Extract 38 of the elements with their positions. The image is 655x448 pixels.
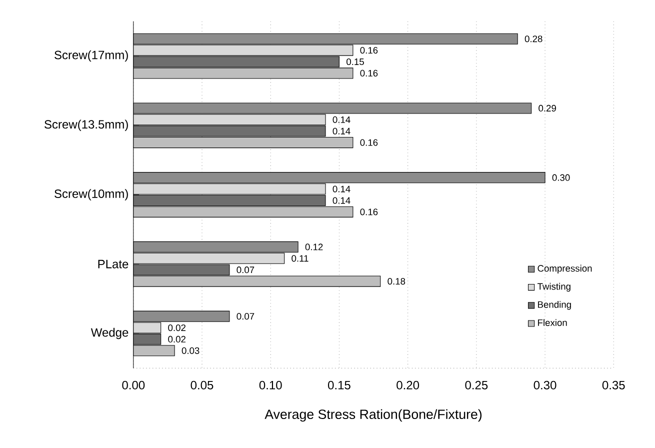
data-label: 0.14 (332, 197, 350, 204)
data-label: 0.03 (182, 347, 200, 354)
x-tick-label: 0.20 (396, 380, 420, 390)
x-tick-label: 0.05 (190, 380, 214, 390)
x-tick-label: 0.35 (602, 380, 625, 390)
data-label: 0.16 (360, 208, 378, 216)
legend-label: Compression (538, 264, 592, 274)
legend-label: Flexion (538, 319, 567, 326)
data-label: 0.18 (388, 278, 406, 284)
x-tick-label: 0.25 (465, 380, 488, 390)
data-label: 0.28 (524, 35, 542, 42)
x-tick-label: 0.10 (259, 380, 282, 390)
data-label: 0.11 (292, 255, 308, 262)
data-label: 0.16 (360, 139, 378, 146)
data-label: 0.14 (332, 116, 350, 123)
data-label: 0.14 (332, 128, 350, 134)
y-tick-label: Screw(10mm) (54, 189, 128, 200)
legend-label: Twisting (537, 282, 570, 292)
x-axis-title: Average Stress Ration(Bone/Fixture) (264, 409, 482, 422)
data-label: 0.07 (236, 266, 254, 274)
data-label: 0.12 (305, 244, 323, 250)
data-label: 0.16 (360, 70, 378, 76)
x-tick-label: 0.30 (534, 380, 556, 390)
data-label: 0.02 (168, 324, 186, 331)
data-label: 0.02 (168, 336, 186, 342)
legend-label: Bending (538, 300, 571, 310)
data-label: 0.29 (538, 104, 556, 112)
data-label: 0.14 (332, 186, 350, 192)
x-tick-label: 0.00 (122, 380, 145, 390)
y-tick-label: Screw(13.5mm) (44, 120, 128, 131)
data-label: 0.15 (346, 58, 364, 65)
x-tick-label: 0.15 (328, 380, 350, 390)
y-tick-label: Screw(17mm) (54, 50, 128, 62)
data-label: 0.07 (236, 312, 254, 320)
data-label: 0.30 (552, 174, 570, 181)
y-tick-label: PLate (98, 260, 128, 268)
data-label: 0.16 (360, 46, 378, 54)
y-tick-label: Wedge (90, 328, 128, 339)
